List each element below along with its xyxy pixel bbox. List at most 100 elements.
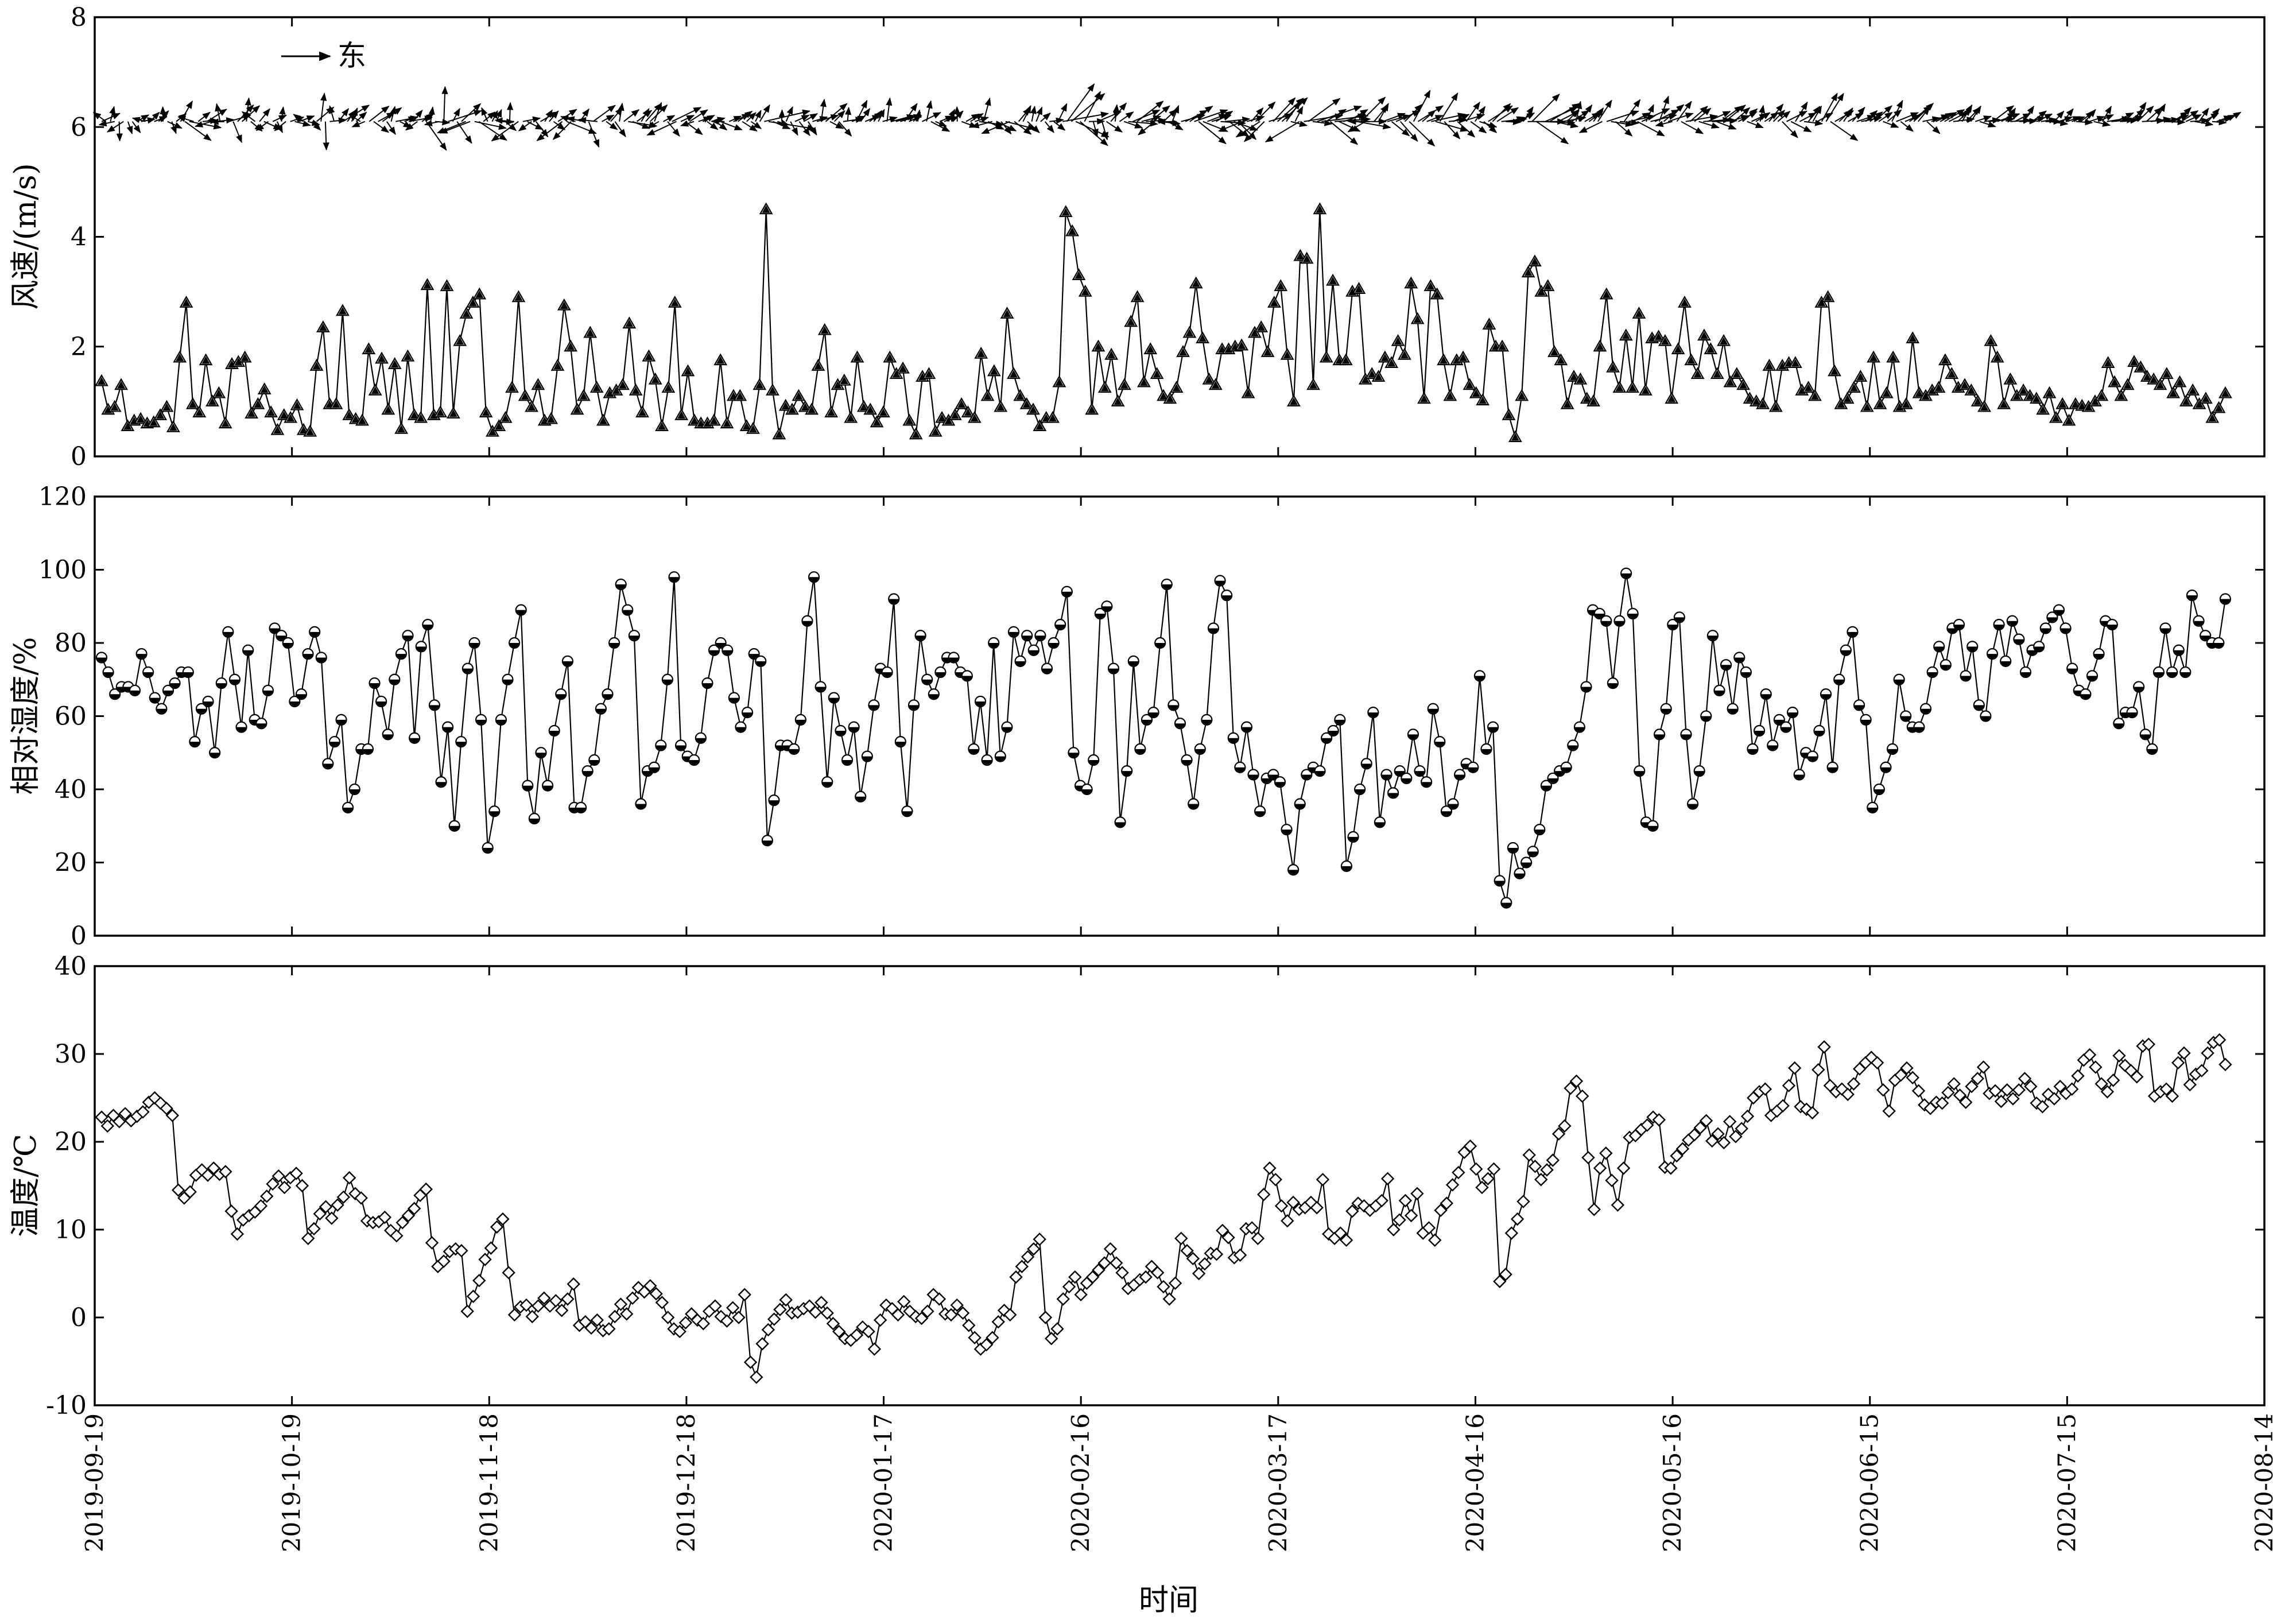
series-layer — [95, 202, 2232, 1384]
humidity-point-fill — [1581, 687, 1591, 692]
humidity-point-fill — [223, 631, 233, 637]
wind-speed-point-fill — [364, 345, 373, 353]
wind-vector-arrow — [1400, 121, 1418, 142]
humidity-point-fill — [1522, 862, 1531, 867]
wind-speed-point-fill — [1166, 394, 1174, 402]
wind-speed-point-fill — [468, 299, 477, 307]
humidity-point-fill — [1828, 767, 1837, 772]
humidity-point-fill — [263, 690, 273, 695]
temperature-point — [354, 1191, 368, 1205]
humidity-point-fill — [816, 687, 825, 692]
wind-vector-arrow — [647, 121, 660, 129]
humidity-point-fill — [1348, 836, 1358, 842]
temperature-point — [1428, 1233, 1442, 1247]
temperature-point — [490, 1220, 504, 1234]
temperature-point — [2024, 1079, 2038, 1094]
wind-vector-arrow — [1426, 115, 1444, 122]
humidity-point-fill — [1541, 785, 1551, 790]
wind-vector-arrow — [728, 115, 742, 122]
wind-vector-arrow — [1812, 105, 1822, 122]
wind-vector-arrow — [1244, 121, 1265, 142]
wind-speed-point-fill — [404, 352, 412, 360]
humidity-point-fill — [277, 635, 286, 641]
wind-speed-point-fill — [188, 400, 197, 408]
wind-speed-point-fill — [788, 405, 797, 413]
wind-vector-arrow — [1531, 94, 1560, 122]
wind-speed-point-fill — [338, 307, 347, 315]
temperature-point — [826, 1317, 840, 1331]
wind-vector-arrow — [1057, 103, 1068, 122]
temperature-point — [614, 1297, 628, 1311]
humidity-point-fill — [170, 683, 180, 688]
wind-vector-arrow — [1251, 107, 1264, 122]
humidity-point-fill — [1968, 646, 1977, 652]
humidity-point-fill — [909, 705, 919, 710]
wind-speed-point-fill — [273, 426, 282, 434]
wind-vector-arrow — [975, 116, 990, 123]
wind-speed-point-fill — [1987, 337, 1995, 345]
wind-ytick-label: 6 — [71, 113, 87, 142]
humidity-point-fill — [576, 807, 586, 812]
wind-vector-arrow — [2054, 110, 2065, 122]
temperature-point — [1847, 1077, 1861, 1091]
wind-speed-point-fill — [1511, 433, 1519, 441]
temperature-point — [1068, 1270, 1082, 1284]
temperature-point — [879, 1298, 893, 1312]
wind-vector-arrow — [1650, 114, 1677, 122]
humidity-point-fill — [2167, 672, 2177, 677]
temperature-point — [1959, 1095, 1973, 1109]
wind-vector-arrow — [1422, 110, 1436, 122]
humidity-point-fill — [1155, 643, 1165, 648]
wind-vector-arrow — [2185, 114, 2202, 122]
wind-speed-point-fill — [475, 290, 484, 298]
x-tick-label: 2020-05-16 — [1658, 1413, 1686, 1552]
humidity-point-fill — [2027, 650, 2037, 655]
wind-vector-arrow — [1483, 121, 1498, 133]
humidity-point-fill — [1701, 716, 1711, 721]
temperature-point — [2071, 1069, 2085, 1083]
humidity-point-fill — [1289, 870, 1298, 875]
wind-speed-point-fill — [1700, 331, 1708, 339]
wind-speed-point-fill — [1413, 315, 1422, 323]
wind-speed-point-fill — [351, 414, 360, 423]
wind-vector-arrow — [1606, 110, 1639, 122]
wind-speed-point-fill — [2156, 381, 2165, 389]
temperature-point — [549, 1294, 563, 1308]
axis-ticks: 02468020406080100120-100102030402019-09-… — [38, 3, 2273, 1552]
temperature-point — [1015, 1259, 1029, 1273]
humidity-point-fill — [823, 782, 832, 787]
wind-vector-arrow — [1615, 121, 1633, 137]
wind-speed-point-fill — [1570, 373, 1578, 381]
humidity-point-fill — [1222, 595, 1232, 600]
wind-vector-arrow — [742, 121, 758, 132]
wind-speed-point-fill — [573, 405, 581, 413]
wind-speed-point-fill — [2214, 404, 2223, 412]
temperature-point — [779, 1293, 793, 1307]
wind-vector-arrow — [566, 121, 597, 134]
wind-vector-arrow — [649, 104, 668, 122]
temperature-point — [755, 1337, 769, 1351]
wind-speed-point-fill — [117, 381, 126, 389]
wind-vector-arrow — [926, 100, 933, 122]
humidity-point-fill — [1322, 738, 1332, 743]
humidity-point-fill — [882, 672, 892, 677]
wind-vector-arrow — [672, 107, 702, 122]
wind-speed-point-fill — [983, 392, 992, 400]
humidity-point-fill — [470, 643, 479, 648]
wind-vector-arrow — [777, 119, 789, 126]
humidity-point-fill — [1774, 719, 1784, 724]
wind-vector-arrow — [1742, 108, 1758, 122]
humidity-point-fill — [1841, 650, 1851, 655]
wind-vector-arrow — [1308, 98, 1341, 122]
humidity-point-fill — [257, 723, 266, 728]
humidity-point-fill — [110, 694, 120, 699]
temperature-point — [165, 1108, 180, 1122]
humidity-point-fill — [589, 760, 599, 765]
temperature-point — [460, 1304, 474, 1318]
wind-vector-arrow — [588, 121, 600, 148]
wind-speed-point-fill — [332, 400, 340, 408]
humidity-point-fill — [1049, 643, 1058, 648]
temperature-point — [1870, 1056, 1884, 1069]
humidity-point-fill — [1368, 712, 1378, 718]
